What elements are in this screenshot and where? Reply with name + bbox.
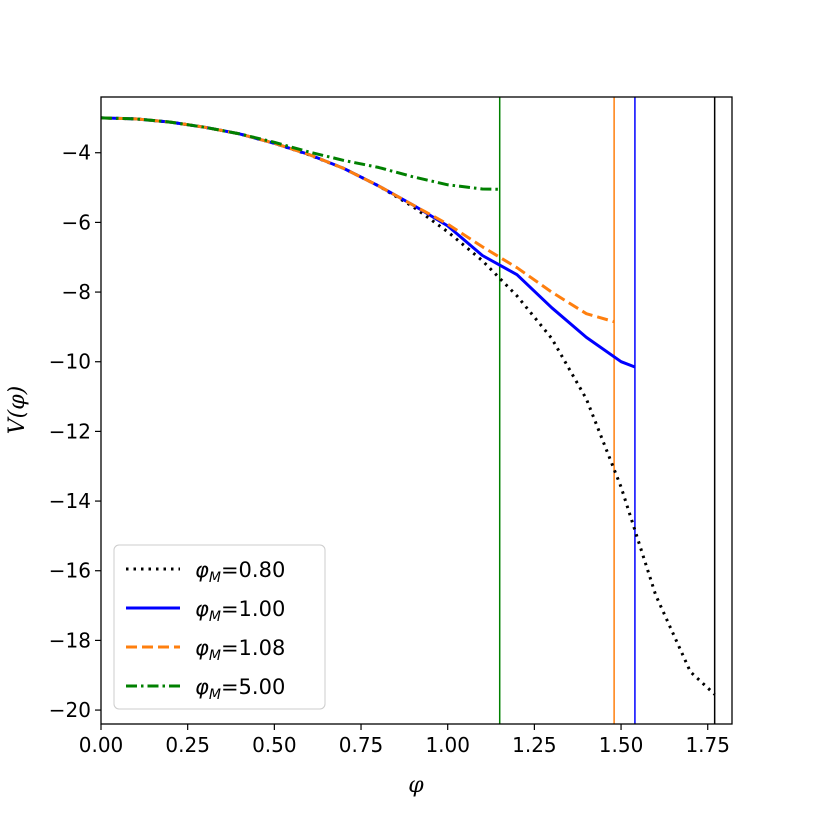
- x-tick-label: 1.25: [512, 733, 557, 757]
- y-tick-label: −8: [62, 280, 91, 304]
- series-line-3: [101, 116, 500, 191]
- plot-frame: [100, 96, 733, 725]
- y-tick-label: −14: [49, 489, 91, 513]
- x-tick-label: 0.25: [165, 733, 210, 757]
- series-lines: [101, 116, 716, 696]
- x-tick-label: 0.75: [339, 733, 384, 757]
- x-tick-label: 1.00: [425, 733, 470, 757]
- y-tick-label: −16: [49, 559, 91, 583]
- legend-label-3: φM=5.00: [195, 675, 285, 703]
- x-tick-label: 0.00: [79, 733, 124, 757]
- y-tick-label: −10: [49, 350, 91, 374]
- legend-box: [113, 544, 326, 710]
- x-axis-label: φ: [408, 773, 424, 798]
- x-axis: 0.00 0.25 0.50 0.75 1.00 1.25 1.50 1.75: [79, 724, 730, 757]
- y-tick-label: −20: [49, 698, 91, 722]
- y-axis: −4 −6 −8 −10 −12 −14 −16 −18 −20: [49, 141, 101, 722]
- y-tick-label: −18: [49, 628, 91, 652]
- legend-label-2: φM=1.08: [195, 636, 285, 664]
- x-tick-label: 0.50: [252, 733, 297, 757]
- x-tick-label: 1.50: [599, 733, 644, 757]
- y-axis-label: V(φ): [5, 386, 30, 434]
- legend: φM=0.80 φM=1.00 φM=1.08 φM=5.00: [113, 544, 326, 710]
- y-tick-label: −12: [49, 419, 91, 443]
- vertical-lines: [498, 97, 716, 724]
- y-tick-label: −4: [62, 141, 91, 165]
- x-tick-label: 1.75: [685, 733, 730, 757]
- legend-label-0: φM=0.80: [195, 558, 285, 586]
- y-tick-label: −6: [62, 210, 91, 234]
- legend-label-1: φM=1.00: [195, 597, 285, 625]
